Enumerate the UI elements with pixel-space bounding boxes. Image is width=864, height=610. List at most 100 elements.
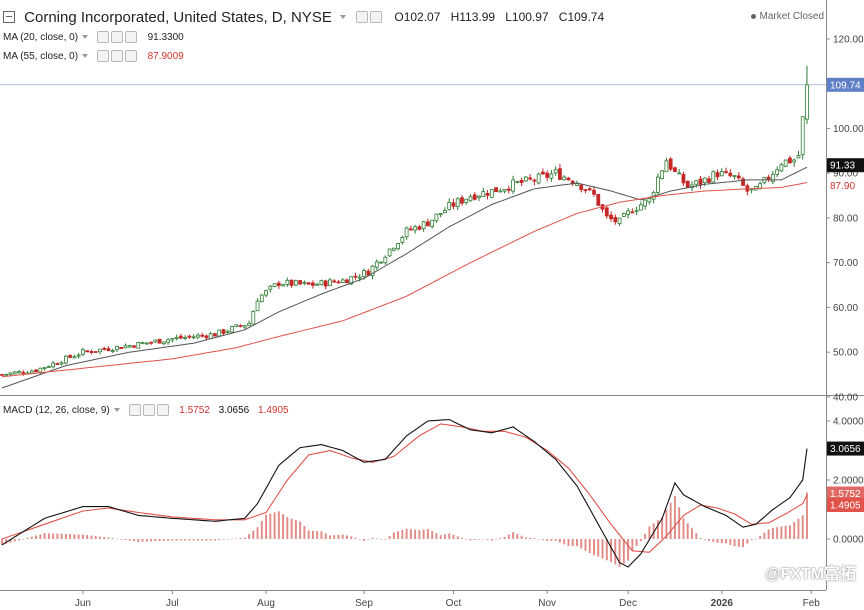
candle-body (494, 187, 498, 193)
close-icon[interactable] (124, 31, 137, 43)
macd-histogram-bar (184, 539, 187, 541)
macd-histogram-bar (435, 533, 438, 539)
gear-icon[interactable] (370, 11, 383, 24)
macd-histogram-bar (380, 539, 383, 540)
candle-body (489, 189, 494, 198)
price-tick-label: 80.00 (833, 213, 858, 224)
price-tick-label: 70.00 (833, 258, 858, 269)
chevron-down-icon[interactable] (82, 54, 89, 58)
ma55-badge-bg (827, 178, 864, 193)
candle-body (8, 372, 13, 375)
candle-body (238, 325, 243, 327)
candle-body (161, 341, 166, 345)
macd-histogram-bar (346, 535, 348, 539)
candle-body (430, 219, 435, 228)
last-price-badge-bg (827, 77, 864, 92)
ma20-badge-bg (827, 158, 864, 173)
ma20-badge: 91.33 (827, 158, 864, 173)
macd-line (1, 418, 808, 568)
macd-histogram-bar (597, 539, 600, 557)
macd-histogram-bar (465, 539, 468, 540)
candle-body (447, 202, 452, 210)
macd-histogram-bar (18, 539, 20, 541)
candle-body (0, 374, 4, 376)
macd-hist-badge: 1.5752 (827, 486, 864, 501)
chevron-down-icon[interactable] (340, 15, 346, 20)
macd-histogram-bar (324, 533, 327, 539)
macd-histogram-bar (422, 529, 425, 539)
ma55-badge-text: 87.90 (830, 181, 855, 192)
candle-body (413, 226, 418, 231)
candle-body (357, 276, 362, 279)
time-tick-label: Aug (257, 598, 275, 609)
candle-body (85, 350, 90, 353)
chevron-down-icon[interactable] (82, 35, 89, 39)
candle-body (362, 270, 366, 277)
candle-body (93, 351, 98, 353)
candle-body (523, 176, 528, 182)
ma55-value: 87.9009 (147, 50, 184, 62)
candle-body (758, 183, 763, 189)
macd-histogram-bar (703, 539, 706, 540)
macd-histogram-bar (439, 535, 442, 539)
candle-body (391, 247, 396, 251)
macd-histogram-bar (665, 509, 668, 539)
candle-body (306, 282, 311, 285)
candle-body (681, 174, 686, 184)
ohlc-close: C109.74 (558, 10, 605, 25)
candle-body (477, 195, 481, 199)
macd-histogram-bar (678, 507, 681, 539)
macd-histogram-bar (86, 535, 89, 539)
candle-body (123, 345, 128, 349)
candle-body (438, 213, 443, 215)
chevron-down-icon[interactable] (113, 408, 120, 412)
gear-icon[interactable] (110, 31, 123, 43)
candle-body (502, 189, 507, 192)
eye-icon[interactable] (96, 31, 109, 43)
status-dot-icon (750, 13, 756, 19)
candle-body (204, 335, 209, 339)
candle-body (434, 213, 439, 222)
macd-histogram-bar (350, 536, 353, 539)
candle-body (545, 172, 550, 178)
eye-icon[interactable] (356, 11, 369, 24)
time-tick-label: 2026 (711, 598, 734, 609)
macd-histogram-bar (341, 534, 344, 539)
macd-histogram-bar (320, 531, 323, 539)
macd-histogram-bar (691, 528, 693, 539)
macd-histogram-bar (282, 514, 285, 539)
candle-body (515, 181, 520, 183)
price-tick-label: 50.00 (833, 348, 858, 359)
macd-histogram-bar (358, 539, 361, 540)
macd-histogram-bar (541, 539, 544, 540)
watermark: @FXTM富拓 (764, 566, 856, 583)
candle-body (319, 280, 324, 286)
candle-body (775, 169, 780, 175)
macd-histogram-bar (725, 539, 727, 544)
macd-histogram-bar (252, 530, 255, 539)
gear-icon[interactable] (110, 50, 123, 62)
candle-body (46, 366, 51, 368)
candle-body (259, 294, 264, 303)
ma55-legend: MA (55, close, 0) 87.9009 (3, 50, 184, 62)
candle-body (217, 329, 222, 337)
gear-icon[interactable] (142, 404, 155, 416)
candle-body (55, 363, 60, 365)
collapse-icon[interactable] (3, 11, 15, 24)
candle-body (268, 285, 273, 290)
close-icon[interactable] (124, 50, 137, 62)
candle-body (583, 189, 588, 192)
candle-body (638, 204, 643, 211)
candle-body (587, 188, 592, 191)
candle-body (579, 184, 584, 191)
macd-histogram-bar (716, 539, 719, 543)
eye-icon[interactable] (96, 50, 109, 62)
candle-body (311, 282, 315, 286)
macd-histogram-bar (742, 539, 745, 548)
close-icon[interactable] (156, 404, 169, 416)
eye-icon[interactable] (128, 404, 141, 416)
macd-histogram-bar (771, 527, 774, 539)
candle-body (673, 167, 677, 172)
candle-body (200, 334, 205, 337)
